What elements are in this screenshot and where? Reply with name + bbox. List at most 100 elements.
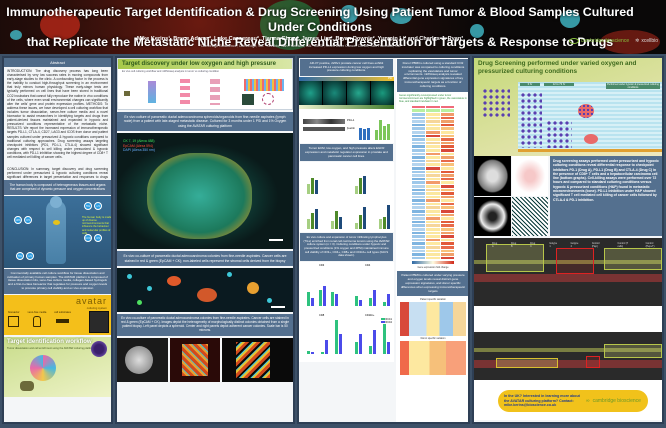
oxygen-strip (299, 105, 394, 110)
pbmc-note: Genes significantly overexpressed under … (399, 93, 467, 103)
bioreactor-item: bioreactor (8, 311, 20, 329)
xcellbio-logo: ✲ xcellbio (635, 38, 658, 44)
stain-label-blue: DAPI (Alexa 350 nm) (123, 148, 155, 153)
badge-pair-2: 13% 0.5 (14, 215, 32, 224)
pbmc-header: Donor PBMCs cultured using a standard CO… (397, 59, 468, 92)
drug-mid: Drug screening assays performed under pr… (474, 156, 662, 236)
culture-caption-1: Ex vivo culture of pancreatic ductal ade… (117, 112, 293, 132)
bioreactor-device-image (89, 310, 109, 333)
contact-text[interactable]: In the UK? Interested in learning more a… (504, 394, 580, 408)
ar-header: AR-V7 positive, 22Rv1 prostate cancer ce… (300, 59, 393, 77)
pbmc-header-2: Patient PBMCs cultured under varying pre… (397, 271, 468, 297)
affiliations: ¹Cambridge Bioscience, Cambridge, UK. ²X… (199, 44, 401, 48)
phase-hp: Performed under hypoxic & pressurized cu… (606, 83, 660, 89)
callout-controls-2 (604, 344, 662, 358)
cell-legend (482, 88, 510, 118)
well-image-3 (474, 196, 511, 236)
patient-heatmap (400, 302, 466, 337)
drug-screen-panel: Drug Screening performed under varied ox… (474, 58, 662, 156)
badge-pair-1: 5% 1.5 (84, 201, 102, 210)
if-images (299, 81, 394, 106)
tumor-section-image (30, 354, 56, 381)
immune-cell-image (91, 340, 107, 357)
chart-legend: RCC1 RCC2 (380, 317, 392, 324)
bottle-icon (32, 315, 41, 327)
body-caption: The human body is composed of heterogene… (4, 180, 111, 195)
abstract-heading: Abstract (4, 58, 111, 67)
body-silhouette (46, 199, 66, 264)
kill-curve-chart-1: Drug A Drug B Drug C Isotype 1 Isotype 2… (474, 238, 662, 306)
gear-icon: ✲ (635, 38, 640, 44)
heatmap-title-2: Donor specific variation (420, 337, 446, 341)
poster-header: Immunotherapeutic Target Identification … (0, 0, 666, 54)
media-item: xeno-free media (28, 311, 46, 329)
discovery-panel: Target discovery under low oxygen and hi… (117, 58, 293, 110)
scale-bar (271, 306, 285, 309)
title-line-1: Immunotherapeutic Target Identification … (6, 5, 634, 34)
rnaseq-workflow-diagram (124, 77, 292, 107)
drug-title: Drug Screening performed under varied ox… (478, 60, 637, 75)
column-drug-screening: Drug Screening performed under varied ox… (472, 56, 664, 424)
heatmap-scale-bar (412, 261, 454, 265)
heatmap-scale-label: Gene expression fold change (417, 266, 449, 270)
avatar-sub: culturing system (86, 305, 107, 310)
pbmc-heatmap (412, 105, 454, 260)
organ-liver (53, 219, 60, 225)
contact-banner[interactable]: In the UK? Interested in learning more a… (498, 390, 648, 412)
avatar-brand: avatar (75, 295, 107, 306)
colonies-image (117, 268, 293, 313)
annotation-text-1 (474, 306, 662, 332)
culture-caption-2: Ex vivo co-culture of pancreatic ductal … (117, 251, 293, 267)
phase-0hr: 0 hr (520, 83, 540, 86)
culture-caption-3: Ex vivo co-culture of pancreatic ductal … (117, 314, 293, 336)
well-images (474, 156, 548, 236)
annotation-text-2: In the UK? Interested in learning more a… (474, 380, 662, 420)
kill-curve-chart-2 (474, 332, 662, 380)
culture-chamber-diagram: 0 hr 12 to 72 hr Performed under hypoxic… (518, 82, 662, 152)
til-header: Ex vivo culture and expansion of tumor i… (300, 233, 393, 261)
callout-drugs (486, 244, 544, 272)
callout-drugs-2 (496, 358, 558, 368)
phase-12-72hr: 12 to 72 hr (544, 83, 574, 86)
target-workflow-title: Target identification workflow (7, 338, 92, 345)
badge-pair-4: 5% 1.5 (16, 251, 34, 260)
adherent-panel-1 (169, 337, 221, 382)
adherent-panel-2 (222, 337, 293, 382)
contact-logo: ∞ cambridge bioscience (586, 398, 641, 404)
tissue-sample-image (20, 380, 34, 391)
colony-panels (117, 337, 293, 382)
facs-charts: CD3 CD4 CD8 CD11b+ RCC1 RCC2 (299, 261, 394, 362)
substrate-item: cell substrates (54, 311, 71, 329)
column-abstract: Abstract INTRODUCTION: The drug discover… (2, 56, 113, 424)
discovery-sub: Ex vivo cell culturing workflow and mRNA… (122, 70, 220, 73)
title-line-2: that Replicate the Metastatic Niche Reve… (26, 35, 614, 49)
donor-heatmap (400, 341, 466, 376)
abstract-text: INTRODUCTION: The drug discovery process… (7, 69, 108, 159)
badge-pair-3: 0.1% 3.5 (84, 233, 102, 242)
body-head (50, 195, 62, 208)
stain-label-red: EpCAM (Alexa 594) (123, 143, 153, 148)
target-workflow-sub: Tumor dissociation and cell enrichment u… (7, 346, 94, 350)
authors: Mike Kerins¹, Bruce Adams², Luke Cassere… (136, 36, 464, 42)
scale-bar (269, 239, 283, 242)
callout-isotype (556, 248, 594, 274)
expression-right: Donor PBMCs cultured using a standard CO… (396, 58, 468, 422)
drug-caption: Drug screening assays performed under pr… (550, 156, 662, 236)
dish-icon (56, 318, 70, 323)
callout-controls (604, 248, 662, 270)
well-image-4 (511, 196, 548, 236)
column-target-discovery: Target discovery under low oxygen and hi… (115, 56, 295, 424)
discovery-title: Target discovery under low oxygen and hi… (118, 59, 292, 69)
egfr-bar-charts (299, 162, 394, 233)
cube-icon (8, 315, 20, 327)
infinity-icon: ∞ (586, 398, 590, 404)
workflow-caption: Commercially available cell culture work… (4, 268, 111, 294)
ring-icon (568, 38, 579, 44)
avatar-items: bioreactor xeno-free media cell substrat… (8, 311, 71, 329)
avatar-panel: avatar culturing system bioreactor xeno-… (4, 294, 111, 335)
cambridge-bioscience-logo: cambridge bioscience (568, 38, 629, 44)
egfr-header: Tumor ECM, low oxygen, and high pressure… (300, 144, 393, 162)
well-image-2 (511, 156, 548, 196)
callout-isotype-2 (586, 356, 600, 368)
